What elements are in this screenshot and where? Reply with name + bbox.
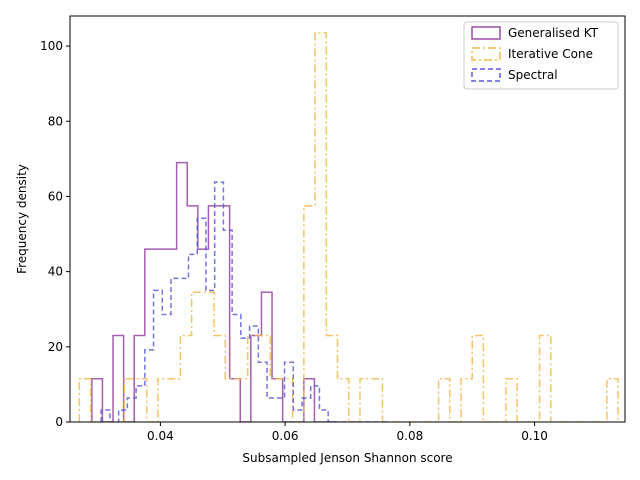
- y-axis-label: Frequency density: [15, 164, 29, 274]
- y-tick-label: 0: [55, 415, 63, 429]
- x-axis-label: Subsampled Jenson Shannon score: [242, 451, 452, 465]
- legend-box: [463, 21, 619, 90]
- y-tick-label: 40: [48, 265, 63, 279]
- y-tick-label: 60: [48, 189, 63, 203]
- legend-swatch: [471, 26, 501, 40]
- y-tick-label: 100: [40, 39, 63, 53]
- legend: Generalised KT Iterative Cone Spectral: [463, 21, 619, 90]
- legend-label: Spectral: [508, 68, 558, 82]
- x-tick-label: 0.04: [147, 429, 174, 443]
- x-tick-label: 0.08: [397, 429, 424, 443]
- y-axis: 0 20 40 60 80 100: [40, 39, 70, 429]
- x-axis: 0.04 0.06 0.08 0.10: [147, 422, 548, 443]
- x-tick-label: 0.10: [521, 429, 548, 443]
- legend-label: Iterative Cone: [508, 47, 593, 61]
- legend-swatch: [471, 47, 501, 61]
- y-tick-label: 80: [48, 114, 63, 128]
- series-spectral-outline: [100, 181, 390, 422]
- series-layer: [78, 32, 619, 422]
- x-tick-label: 0.06: [272, 429, 299, 443]
- legend-label: Generalised KT: [508, 26, 599, 40]
- legend-swatch: [471, 68, 501, 82]
- series-iterative-cone-outline: [78, 32, 619, 422]
- plot-frame: [69, 15, 626, 423]
- y-tick-label: 20: [48, 340, 63, 354]
